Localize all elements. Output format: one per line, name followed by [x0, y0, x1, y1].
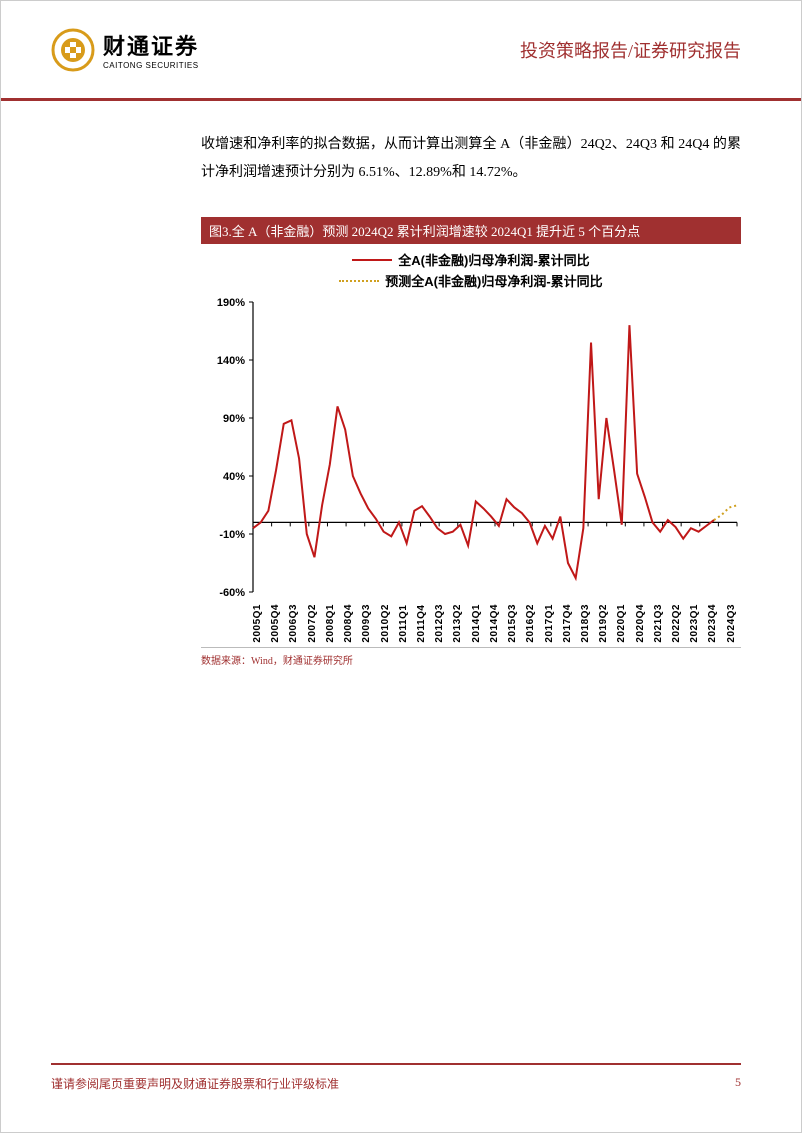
- svg-text:90%: 90%: [223, 413, 245, 425]
- legend-swatch-forecast: [339, 280, 379, 282]
- x-tick-label: 2023Q1: [690, 604, 700, 643]
- x-tick-label: 2024Q3: [727, 604, 737, 643]
- x-tick-label: 2006Q3: [289, 604, 299, 643]
- x-tick-label: 2011Q1: [399, 604, 409, 643]
- footer-disclaimer: 谨请参阅尾页重要声明及财通证券股票和行业评级标准: [51, 1075, 339, 1092]
- page-header: 财通证券 CAITONG SECURITIES 投资策略报告/证券研究报告: [1, 1, 801, 101]
- x-tick-label: 2020Q1: [617, 604, 627, 643]
- x-tick-label: 2009Q3: [362, 604, 372, 643]
- x-tick-label: 2017Q1: [545, 604, 555, 643]
- x-tick-label: 2008Q1: [326, 604, 336, 643]
- figure-title: 图3.全 A（非金融）预测 2024Q2 累计利润增速较 2024Q1 提升近 …: [201, 217, 741, 244]
- body-paragraph: 收增速和净利率的拟合数据，从而计算出测算全 A（非金融）24Q2、24Q3 和 …: [201, 131, 741, 187]
- logo-text-cn: 财通证券: [103, 29, 199, 61]
- legend-label-actual: 全A(非金融)归母净利润-累计同比: [398, 250, 589, 269]
- x-tick-label: 2023Q4: [708, 604, 718, 643]
- x-tick-label: 2005Q1: [253, 604, 263, 643]
- x-tick-label: 2015Q3: [508, 604, 518, 643]
- chart-x-axis: 2005Q1 2005Q4 2006Q3 2007Q2 2008Q1 2008Q4 2009…: [201, 604, 741, 643]
- x-tick-label: 2011Q4: [417, 604, 427, 643]
- header-category: 投资策略报告/证券研究报告: [520, 37, 741, 63]
- x-tick-label: 2019Q2: [599, 604, 609, 643]
- x-tick-label: 2010Q2: [381, 604, 391, 643]
- figure-3: 图3.全 A（非金融）预测 2024Q2 累计利润增速较 2024Q1 提升近 …: [201, 217, 741, 667]
- x-tick-label: 2018Q3: [581, 604, 591, 643]
- x-tick-label: 2007Q2: [308, 604, 318, 643]
- svg-text:-10%: -10%: [219, 529, 245, 541]
- figure-source: 数据来源：Wind，财通证券研究所: [201, 647, 741, 667]
- profit-growth-chart: -60% -10% 40% 90% 140% 190%: [201, 292, 741, 602]
- page-number: 5: [735, 1075, 741, 1092]
- chart-legend: 全A(非金融)归母净利润-累计同比 预测全A(非金融)归母净利润-累计同比: [201, 250, 741, 290]
- x-tick-label: 2020Q4: [636, 604, 646, 643]
- logo-text-en: CAITONG SECURITIES: [103, 61, 199, 70]
- svg-text:190%: 190%: [217, 297, 245, 309]
- x-tick-label: 2016Q2: [526, 604, 536, 643]
- page-footer: 谨请参阅尾页重要声明及财通证券股票和行业评级标准 5: [51, 1063, 741, 1092]
- x-tick-label: 2021Q3: [654, 604, 664, 643]
- logo: 财通证券 CAITONG SECURITIES: [51, 28, 199, 72]
- x-tick-label: 2013Q2: [453, 604, 463, 643]
- x-tick-label: 2022Q2: [672, 604, 682, 643]
- svg-text:40%: 40%: [223, 471, 245, 483]
- x-tick-label: 2014Q4: [490, 604, 500, 643]
- x-tick-label: 2008Q4: [344, 604, 354, 643]
- caitong-logo-icon: [51, 28, 95, 72]
- x-tick-label: 2017Q4: [563, 604, 573, 643]
- x-tick-label: 2014Q1: [472, 604, 482, 643]
- x-tick-label: 2012Q3: [435, 604, 445, 643]
- svg-text:140%: 140%: [217, 355, 245, 367]
- legend-label-forecast: 预测全A(非金融)归母净利润-累计同比: [385, 271, 602, 290]
- legend-swatch-actual: [352, 259, 392, 261]
- svg-text:-60%: -60%: [219, 587, 245, 599]
- x-tick-label: 2005Q4: [271, 604, 281, 643]
